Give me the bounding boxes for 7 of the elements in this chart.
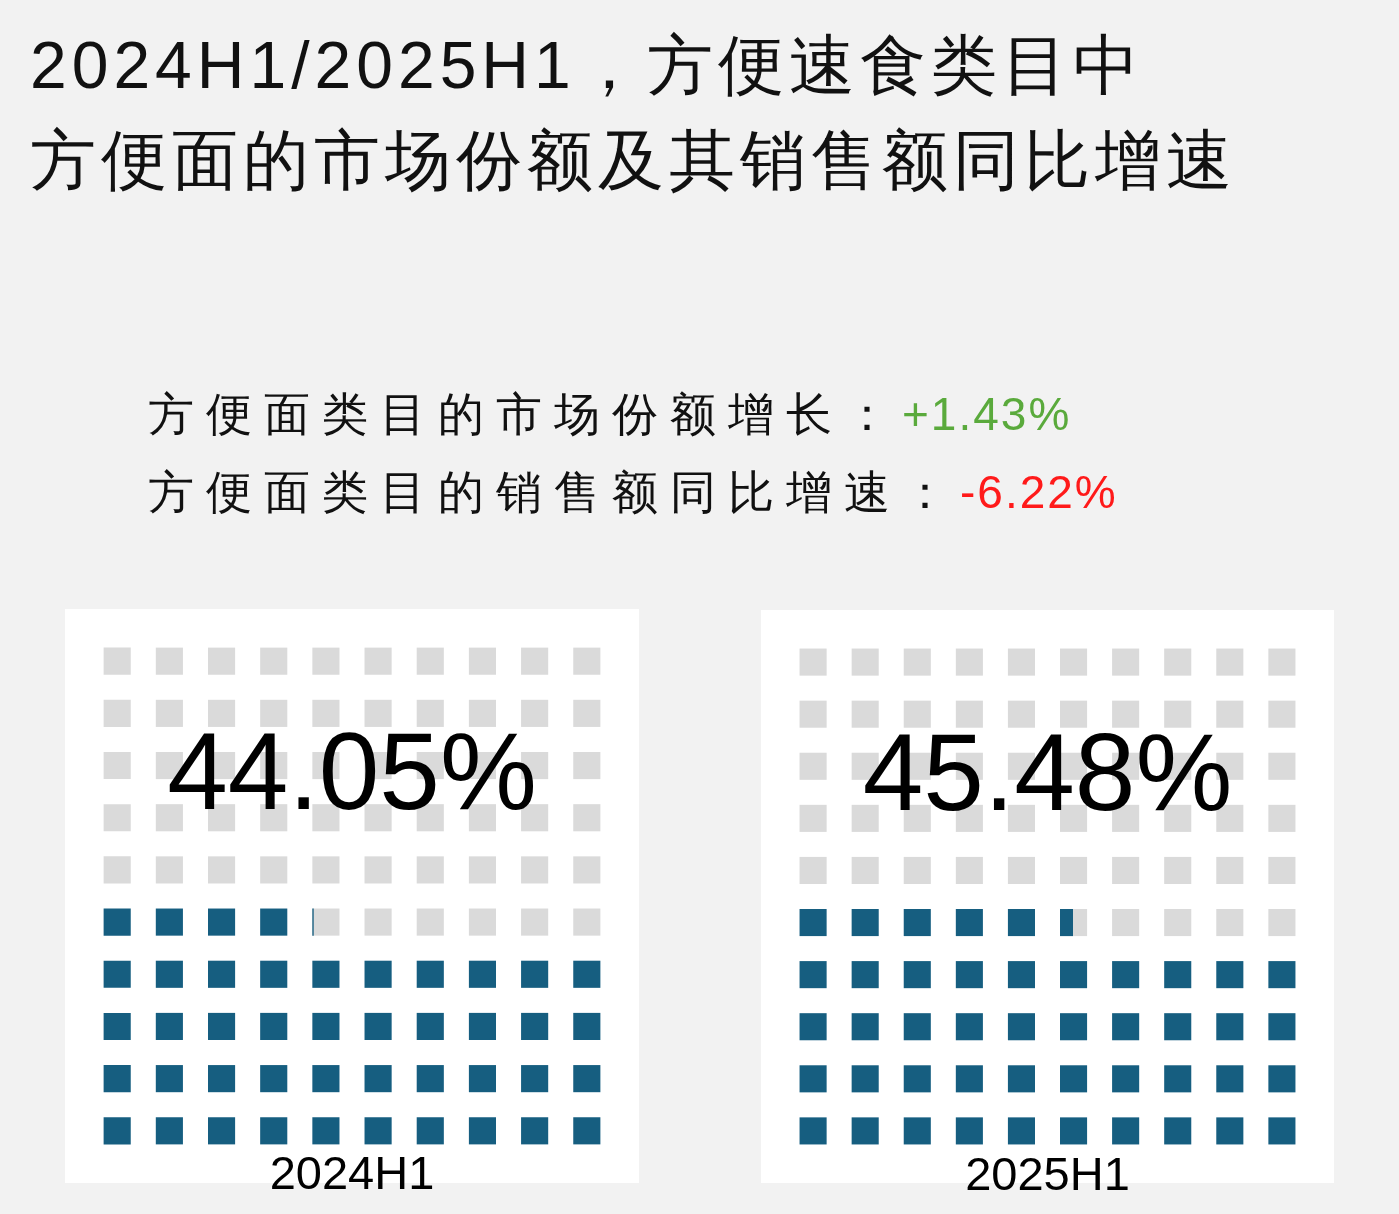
text: 2024H1/2025H1，方便速食类目中方便面的市场份额及其销售额同比增速 (30, 27, 1237, 199)
text: 方便面类目的市场份额增长：+1.43% (148, 388, 1072, 440)
data-label: 44.05% (167, 710, 537, 832)
category-label: 2025H1 (965, 1146, 1130, 1200)
data-label: 45.48% (862, 711, 1233, 833)
category-label: 2024H1 (269, 1145, 435, 1199)
text: 方便面类目的销售额同比增速：-6.22% (148, 466, 1118, 518)
